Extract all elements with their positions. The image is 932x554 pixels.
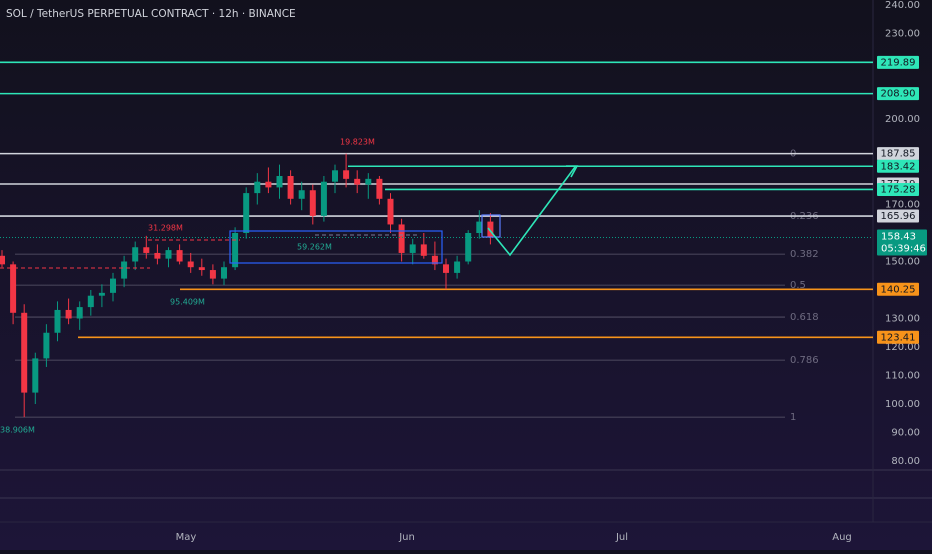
y-tick-label: 90.00 (891, 428, 920, 439)
candle-body (221, 267, 227, 279)
candle-body (10, 264, 17, 313)
volume-annotation: 19.823M (340, 138, 375, 147)
candle-body (409, 244, 416, 253)
level-label: 208.90 (881, 89, 916, 100)
candle-body (98, 292, 105, 296)
range-box (481, 214, 501, 238)
x-tick-label: Jul (615, 532, 628, 543)
projection-arrowhead (566, 165, 579, 178)
candle-body (398, 224, 405, 253)
candle-body (376, 178, 383, 199)
level-label-box (877, 282, 919, 296)
candle-body (320, 181, 327, 216)
candle-body (431, 255, 438, 265)
x-tick-label: Aug (832, 532, 852, 543)
volume-annotation: 59.262M (297, 243, 332, 252)
level-label: 219.89 (881, 57, 916, 68)
candle-body (110, 278, 116, 293)
y-tick-label: 150.00 (885, 257, 920, 268)
candle-body (209, 270, 216, 279)
level-label-box (877, 55, 919, 69)
candle-body (443, 264, 449, 273)
candle-body (332, 170, 338, 182)
candle-body (232, 233, 239, 268)
candle-body (198, 267, 205, 271)
candle-body (143, 247, 150, 253)
y-tick-label: 100.00 (885, 399, 920, 410)
candle-body (309, 190, 316, 216)
candle-body (165, 250, 172, 259)
y-tick-label: 110.00 (885, 371, 920, 382)
candle-body (243, 193, 250, 233)
candle-body (187, 261, 194, 268)
chart-title: SOL / TetherUS PERPETUAL CONTRACT · 12h … (6, 8, 296, 20)
candle-body (132, 247, 139, 262)
plot: 240.00 230.00 200.00 170.00 150.00 130.00 120.… (0, 0, 920, 543)
level-label: 140.25 (881, 284, 916, 295)
level-label-box (877, 182, 919, 196)
y-tick-label: 120.00 (885, 342, 920, 353)
projection-path (487, 166, 576, 257)
level-label: 123.41 (881, 332, 916, 343)
fib-label: 0.786 (790, 355, 819, 366)
candle-body (487, 221, 494, 238)
candle-body (32, 358, 39, 393)
current-price: 158.43 (881, 231, 916, 242)
x-tick-label: Jun (398, 532, 415, 543)
candle-body (454, 261, 461, 273)
fib-label: 1 (790, 412, 796, 423)
level-label-box (877, 159, 919, 173)
candle-body (420, 244, 427, 256)
y-tick-label: 130.00 (885, 314, 920, 325)
level-label: 183.42 (881, 161, 916, 172)
level-label-box (877, 87, 919, 101)
candle-body (154, 252, 161, 259)
range-box (229, 230, 443, 264)
candle-body (254, 181, 261, 194)
y-tick-label: 200.00 (885, 114, 920, 125)
candle-body (43, 332, 50, 359)
fib-label: 0.382 (790, 249, 819, 260)
countdown: 05:39:46 (881, 243, 926, 254)
candle-body (387, 198, 394, 225)
level-label-box (877, 147, 919, 161)
candle-body (87, 295, 94, 308)
volume-annotation: 38.906M (0, 426, 35, 435)
candle-body (265, 181, 272, 188)
volume-annotation: 95.409M (170, 298, 205, 307)
y-tick-label: 230.00 (885, 29, 920, 40)
candle-body (476, 221, 483, 233)
level-label: 175.28 (881, 184, 916, 195)
candle-body (343, 170, 350, 179)
volume-annotation: 31.298M (148, 224, 183, 233)
fib-label: 0.5 (790, 280, 806, 291)
candle-body (54, 309, 61, 333)
level-label: 187.85 (881, 149, 916, 160)
candle-body (276, 176, 283, 188)
candle-body (176, 250, 183, 262)
y-tick-label: 170.00 (885, 200, 920, 211)
current-price-box (877, 229, 927, 256)
x-tick-label: May (176, 532, 197, 543)
candle-body (365, 178, 372, 185)
candle-body (76, 307, 83, 319)
candle-body (287, 176, 294, 199)
level-label-box (877, 330, 919, 344)
y-tick-label: 240.00 (885, 0, 920, 11)
candle-body (465, 233, 472, 262)
candle-body (298, 190, 305, 199)
fib-label: 0.618 (790, 312, 819, 323)
level-label-box (877, 209, 919, 223)
candle-body (121, 261, 128, 279)
candle-body (21, 312, 28, 393)
y-tick-label: 80.00 (891, 456, 920, 467)
candle-body (65, 309, 72, 319)
level-label: 165.96 (881, 211, 916, 222)
candle-body (354, 178, 361, 185)
candle-body (0, 255, 5, 265)
